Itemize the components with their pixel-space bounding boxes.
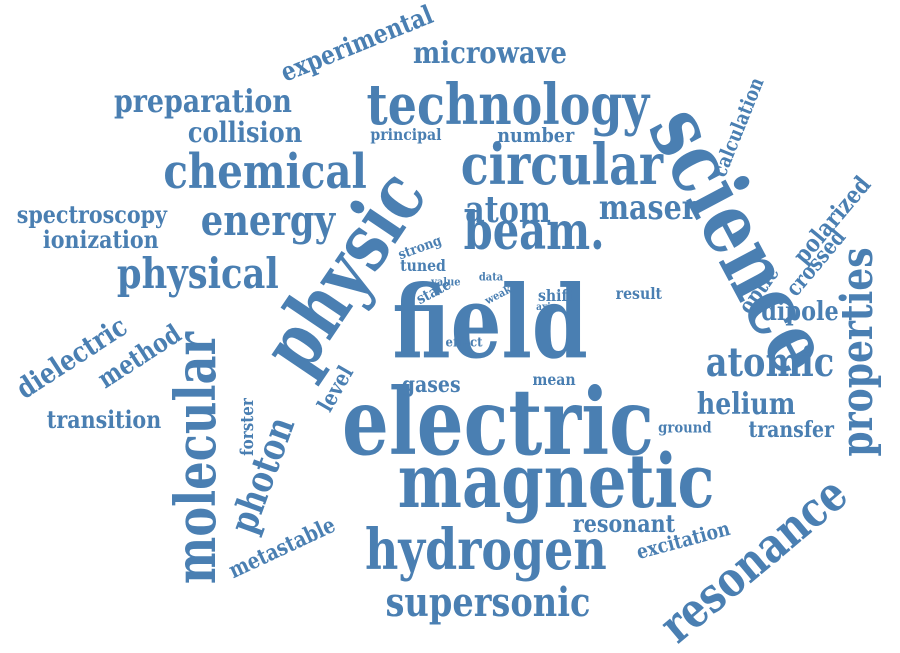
word-dipole: dipole <box>761 297 839 327</box>
word-value: value <box>431 275 461 289</box>
word-hydrogen: hydrogen <box>365 517 607 583</box>
word-number: number <box>497 123 575 147</box>
word-shift: shift <box>537 286 575 305</box>
word-maser: maser <box>598 188 697 228</box>
word-atomic: atomic <box>705 339 835 386</box>
word-chemical: chemical <box>163 144 367 200</box>
word-transfer: transfer <box>748 417 834 443</box>
word-result: result <box>615 284 663 303</box>
word-atom: atom <box>465 189 551 231</box>
word-effect: effect <box>445 335 483 351</box>
word-ground: ground <box>658 418 712 437</box>
word-forster: forster <box>236 398 258 456</box>
word-gases: gases <box>401 372 461 398</box>
word-photon: photon <box>219 410 304 539</box>
word-spectroscopy: spectroscopy <box>16 200 168 229</box>
word-molecular: molecular <box>163 331 230 585</box>
word-physical: physical <box>116 249 279 298</box>
word-beam: beam. <box>463 201 605 262</box>
word-collision: collision <box>187 116 303 149</box>
word-microwave: microwave <box>413 36 567 71</box>
word-resonant: resonant <box>572 509 676 538</box>
word-data: data <box>478 270 504 284</box>
word-ionization: ionization <box>42 225 159 254</box>
word-field: field <box>392 263 588 381</box>
word-principal: principal <box>370 125 442 144</box>
word-supersonic: supersonic <box>385 579 591 626</box>
word-tuned: tuned <box>400 256 446 275</box>
word-transition: transition <box>46 405 162 434</box>
word-axis: axis <box>536 302 556 313</box>
word-electric: electric <box>341 368 654 476</box>
word-magnetic: magnetic <box>397 439 715 525</box>
word-mean: mean <box>532 370 576 389</box>
word-technology: technology <box>366 72 650 138</box>
word-circular: circular <box>460 132 664 198</box>
word-properties: properties <box>832 247 884 457</box>
word-helium: helium <box>696 387 796 422</box>
word-energy: energy <box>200 196 336 245</box>
word-preparation: preparation <box>113 82 292 120</box>
